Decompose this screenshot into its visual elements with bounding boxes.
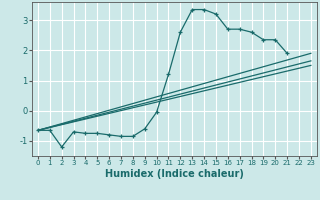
X-axis label: Humidex (Indice chaleur): Humidex (Indice chaleur) [105,169,244,179]
